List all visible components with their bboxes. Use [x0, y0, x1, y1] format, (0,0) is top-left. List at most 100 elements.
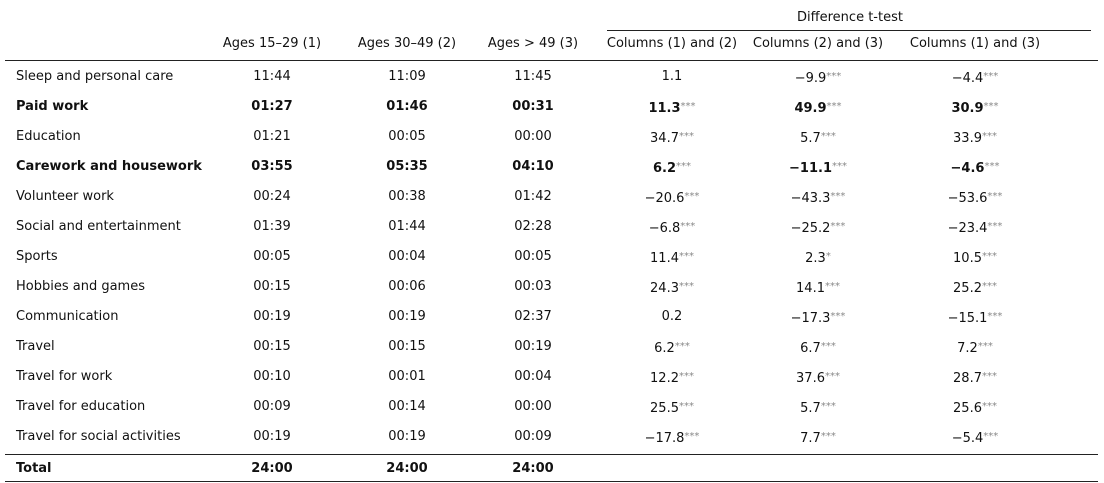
cell: 00:19 — [388, 309, 426, 324]
cell: 00:15 — [253, 339, 291, 354]
significance: *** — [977, 341, 993, 352]
cell: 2.3* — [805, 249, 831, 267]
cell: −4.6*** — [951, 159, 1000, 177]
cell: 37.6*** — [796, 369, 840, 387]
cell: 6.2*** — [653, 159, 691, 177]
column-header: Ages > 49 (3) — [487, 36, 579, 51]
significance: *** — [684, 431, 700, 442]
cell: 00:19 — [253, 429, 291, 444]
cell-value: −4.6 — [950, 161, 985, 176]
cell-value: 6.2 — [652, 161, 677, 176]
cell: 01:27 — [251, 99, 293, 114]
cell: 5.7*** — [800, 399, 836, 417]
cell: 25.2*** — [953, 279, 997, 297]
cell: 25.5*** — [650, 399, 694, 417]
significance: *** — [981, 371, 997, 382]
row-label: Travel for education — [16, 399, 146, 414]
cell-value: 1.1 — [661, 69, 683, 84]
significance: *** — [987, 221, 1003, 232]
cell: 24:00 — [512, 461, 554, 476]
cell: 00:09 — [253, 399, 291, 414]
row-label: Paid work — [16, 99, 89, 114]
cell: 11:45 — [514, 69, 552, 84]
column-header: Ages 15–29 (1) — [222, 36, 322, 51]
cell: −9.9*** — [795, 69, 842, 87]
significance: *** — [981, 401, 997, 412]
significance: *** — [678, 371, 694, 382]
significance: *** — [830, 221, 846, 232]
significance: *** — [826, 101, 842, 112]
cell: 02:37 — [514, 309, 552, 324]
cell: −20.6*** — [645, 189, 700, 207]
row-label: Volunteer work — [16, 189, 114, 204]
cell-value: 12.2 — [650, 371, 679, 386]
row-label: Hobbies and games — [16, 279, 145, 294]
significance: *** — [678, 401, 694, 412]
cell: 00:15 — [253, 279, 291, 294]
cell: 00:15 — [388, 339, 426, 354]
cell-value: 33.9 — [953, 131, 982, 146]
cell-value: 25.6 — [953, 401, 982, 416]
cell-value: −6.8 — [648, 221, 681, 236]
group-header: Difference t-test — [797, 10, 903, 25]
significance: *** — [824, 281, 840, 292]
cell: 1.1 — [662, 69, 683, 85]
cell-value: 5.7 — [800, 401, 821, 416]
significance: *** — [678, 131, 694, 142]
significance: *** — [830, 191, 846, 202]
cell-value: 49.9 — [794, 101, 827, 116]
cell: −17.8*** — [645, 429, 700, 447]
cell: −53.6*** — [948, 189, 1003, 207]
cell: 11:09 — [388, 69, 426, 84]
cell: 00:38 — [388, 189, 426, 204]
column-header: Ages 30–49 (2) — [357, 36, 457, 51]
row-label: Carework and housework — [16, 159, 202, 174]
row-label: Travel for social activities — [16, 429, 181, 444]
cell: 00:10 — [253, 369, 291, 384]
cell: 01:44 — [388, 219, 426, 234]
significance: *** — [680, 101, 696, 112]
cell-value: 5.7 — [800, 131, 821, 146]
cell: 49.9*** — [794, 99, 841, 117]
cell-value: −43.3 — [790, 191, 831, 206]
group-rule — [607, 30, 1091, 31]
cell-value: 0.2 — [661, 309, 683, 324]
significance: *** — [987, 311, 1003, 322]
cell-value: 2.3 — [805, 251, 826, 266]
cell-value: 11.3 — [648, 101, 681, 116]
cell: 24:00 — [251, 461, 293, 476]
cell: 11.4*** — [650, 249, 694, 267]
significance: *** — [981, 251, 997, 262]
cell-value: −23.4 — [947, 221, 988, 236]
significance: *** — [674, 341, 690, 352]
cell: 01:21 — [253, 129, 291, 144]
significance: *** — [680, 221, 696, 232]
cell-value: 25.2 — [953, 281, 982, 296]
cell: 03:55 — [251, 159, 293, 174]
cell: 00:00 — [514, 129, 552, 144]
significance: *** — [987, 191, 1003, 202]
cell: 5.7*** — [800, 129, 836, 147]
significance: *** — [983, 71, 999, 82]
cell-value: 6.7 — [800, 341, 821, 356]
cell: 00:05 — [388, 129, 426, 144]
significance: *** — [684, 191, 700, 202]
cell: −43.3*** — [791, 189, 846, 207]
significance: *** — [820, 131, 836, 142]
significance: *** — [830, 311, 846, 322]
cell-value: −25.2 — [790, 221, 831, 236]
cell-value: −20.6 — [644, 191, 685, 206]
cell: 00:05 — [253, 249, 291, 264]
cell-value: −17.8 — [644, 431, 685, 446]
cell: −25.2*** — [791, 219, 846, 237]
cell: 01:46 — [386, 99, 428, 114]
cell-value: 14.1 — [796, 281, 825, 296]
cell: 24.3*** — [650, 279, 694, 297]
cell: 02:28 — [514, 219, 552, 234]
significance: *** — [824, 371, 840, 382]
cell: −17.3*** — [791, 309, 846, 327]
cell: 7.2*** — [957, 339, 993, 357]
significance: *** — [981, 131, 997, 142]
cell-value: 30.9 — [951, 101, 984, 116]
